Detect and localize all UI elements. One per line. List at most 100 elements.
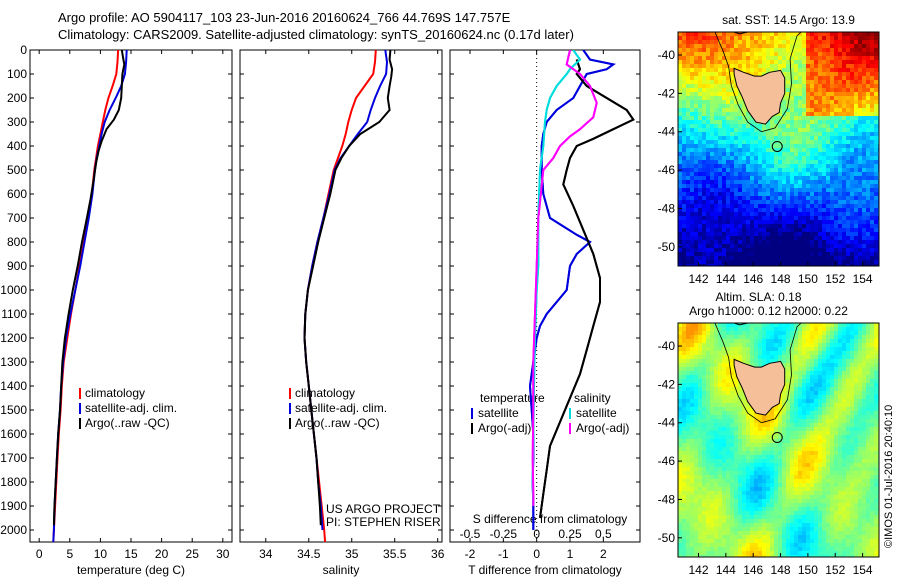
heat-cell [698,555,702,557]
heat-cell [690,515,694,519]
heat-cell [738,515,742,519]
heat-cell [746,40,750,44]
heat-cell [842,224,846,228]
heat-cell [682,136,686,140]
heat-cell [686,443,690,447]
heat-cell [690,487,694,491]
heat-cell [726,132,730,136]
heat-cell [778,124,782,128]
heat-cell [846,172,850,176]
heat-cell [682,152,686,156]
heat-cell [774,132,778,136]
heat-cell [682,116,686,120]
heat-cell [766,32,770,36]
heat-cell [678,339,682,343]
heat-cell [866,216,870,220]
heat-cell [858,164,862,168]
heat-cell [694,112,698,116]
heat-cell [738,451,742,455]
heat-cell [778,495,782,499]
heat-cell [790,216,794,220]
heat-cell [850,116,854,120]
heat-cell [690,543,694,547]
heat-cell [794,204,798,208]
heat-cell [814,120,818,124]
heat-cell [754,224,758,228]
heat-cell [750,539,754,543]
heat-cell [702,379,706,383]
heat-cell [726,200,730,204]
legend-label: climatology [295,386,355,400]
heat-cell [842,264,846,266]
heat-cell [770,264,774,266]
heat-cell [854,224,858,228]
heat-cell [694,76,698,80]
heat-cell [746,192,750,196]
heat-cell [750,184,754,188]
heat-cell [734,531,738,535]
heat-cell [782,351,786,355]
heat-cell [822,244,826,248]
heat-cell [710,339,714,343]
heat-cell [710,212,714,216]
heat-cell [682,411,686,415]
heat-cell [778,483,782,487]
heat-cell [686,487,690,491]
heat-cell [730,244,734,248]
heat-cell [722,511,726,515]
heat-cell [722,383,726,387]
heat-cell [806,140,810,144]
heat-cell [838,100,842,104]
heat-cell [730,100,734,104]
heat-cell [786,120,790,124]
heat-cell [706,411,710,415]
heat-cell [870,180,874,184]
heat-cell [702,104,706,108]
depth-tick-label: 2000 [0,523,27,537]
heat-cell [818,76,822,80]
heat-cell [794,48,798,52]
heat-cell [710,264,714,266]
heat-cell [718,164,722,168]
heat-cell [690,160,694,164]
heat-cell [746,327,750,331]
heat-cell [774,232,778,236]
heat-cell [838,176,842,180]
heat-cell [698,403,702,407]
heat-cell [734,439,738,443]
heat-cell [682,164,686,168]
heat-cell [798,72,802,76]
heat-cell [702,168,706,172]
heat-cell [682,256,686,260]
heat-cell [726,72,730,76]
heat-cell [798,104,802,108]
heat-cell [682,427,686,431]
heat-cell [762,343,766,347]
heat-cell [862,180,866,184]
heat-cell [718,519,722,523]
heat-cell [730,475,734,479]
heat-cell [698,447,702,451]
heat-cell [838,60,842,64]
heat-cell [730,447,734,451]
heat-cell [838,40,842,44]
heat-cell [758,323,762,327]
heat-cell [790,395,794,399]
heat-cell [694,459,698,463]
heat-cell [714,148,718,152]
heat-cell [778,547,782,551]
heat-cell [822,172,826,176]
heat-cell [818,264,822,266]
heat-cell [750,503,754,507]
heat-cell [786,84,790,88]
heat-cell [678,88,682,92]
heat-cell [750,359,754,363]
heat-cell [690,56,694,60]
heat-cell [794,208,798,212]
heat-cell [766,499,770,503]
heat-cell [690,192,694,196]
heat-cell [846,252,850,256]
heat-cell [690,367,694,371]
heat-cell [714,228,718,232]
heat-cell [714,359,718,363]
